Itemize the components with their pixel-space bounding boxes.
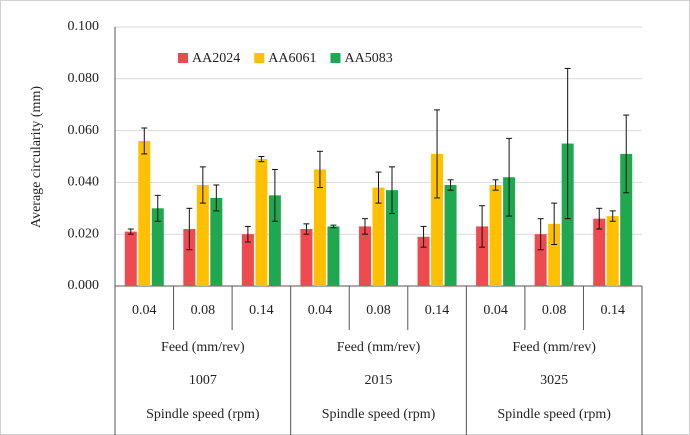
bar [417,236,430,286]
x-tick-label: 0.08 [366,303,391,318]
bar [534,234,547,286]
bar [606,216,619,286]
bar [183,229,196,286]
y-tick-label: 0.100 [68,19,100,34]
legend-swatch [330,53,341,63]
feed-label: Feed (mm/rev) [512,340,596,355]
speed-label: Spindle speed (rpm) [497,407,611,422]
x-tick-label: 0.08 [191,303,216,318]
bar [503,177,516,286]
legend-label: AA6061 [268,51,316,66]
bar [241,234,254,286]
bar [327,226,340,286]
feed-label: Feed (mm/rev) [337,340,421,355]
group-label: 1007 [189,373,217,388]
y-tick-label: 0.020 [68,226,100,241]
bar [268,195,281,286]
x-tick-label: 0.04 [308,303,333,318]
legend-swatch [178,53,188,63]
bar [593,218,606,286]
feed-label: Feed (mm/rev) [161,340,245,355]
bar [444,184,457,286]
x-tick-label: 0.14 [249,303,274,318]
y-tick-label: 0.060 [68,123,100,138]
bar [138,140,151,286]
bar [489,184,502,286]
bar [386,190,398,286]
bar [210,197,223,286]
group-label: 3025 [540,373,568,388]
legend-label: AA5083 [344,51,392,66]
legend-swatch [254,53,265,63]
bar [359,226,371,286]
speed-label: Spindle speed (rpm) [322,407,436,422]
bar [476,226,489,286]
x-tick-label: 0.14 [425,303,450,318]
y-tick-label: 0.000 [68,278,100,293]
bar [300,229,313,286]
group-label: 2015 [365,373,393,388]
x-tick-label: 0.04 [132,303,157,318]
y-tick-label: 0.080 [68,71,100,86]
x-tick-label: 0.08 [542,303,567,318]
bar [620,153,633,286]
y-axis-label: Average circularity (mm) [29,86,44,228]
bar [548,223,561,286]
y-tick-label: 0.040 [68,175,100,190]
bar [151,208,164,286]
x-tick-label: 0.04 [483,303,508,318]
legend-label: AA2024 [192,51,240,66]
bar [372,187,385,286]
bar [196,184,209,286]
x-tick-label: 0.14 [600,303,625,318]
bar [124,231,137,286]
bar [255,159,268,286]
bar [313,169,326,286]
bar [431,153,444,286]
speed-label: Spindle speed (rpm) [146,407,260,422]
